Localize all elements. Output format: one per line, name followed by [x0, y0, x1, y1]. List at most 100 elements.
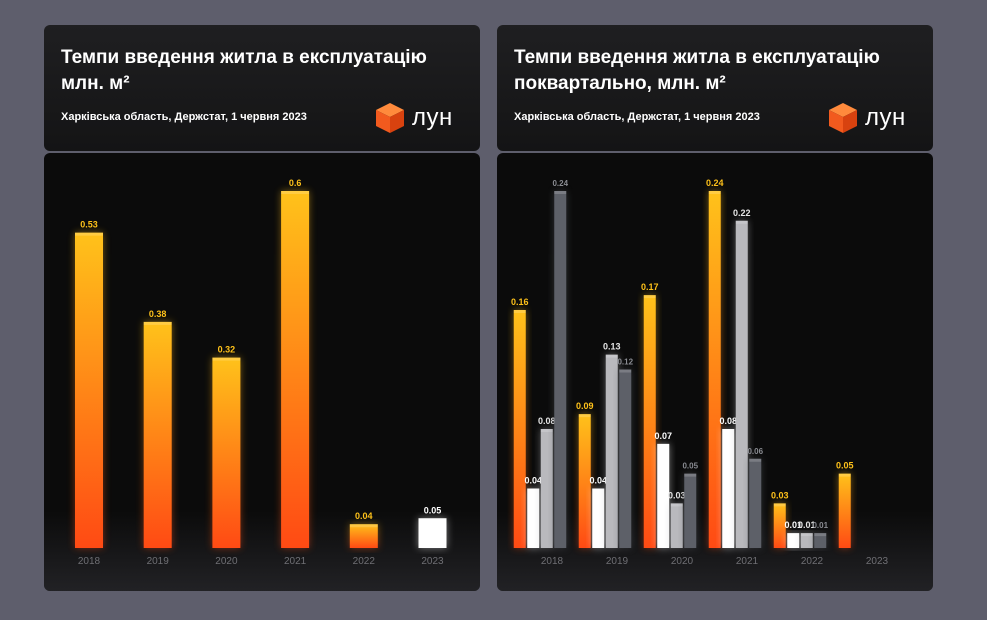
left-2019-bar-group: 0.38 [143, 309, 172, 548]
right-2023-q1-bar-cap [838, 473, 851, 477]
right-2018-q3-bar [540, 429, 553, 548]
right-2020-q1-bar-group: 0.17 [641, 282, 659, 548]
right-2018-q1-bar-group: 0.16 [511, 297, 529, 548]
right-2022-q2-bar-cap [787, 533, 800, 537]
right-2020-q4-bar-cap [684, 473, 697, 477]
right-2021-q3-bar-cap [735, 220, 748, 224]
left-2021-bar-group: 0.6 [281, 178, 310, 548]
right-2018-q3-bar-group: 0.08 [538, 416, 556, 548]
right-2019-q3-value-label: 0.13 [603, 342, 621, 352]
x-tick-label: 2018 [78, 556, 101, 567]
right-2019-q3-bar-cap [605, 354, 618, 358]
left-2022-bar [349, 524, 378, 548]
right-2020-q1-bar-cap [643, 295, 656, 299]
lun-cube-icon [376, 103, 404, 133]
right-2022-q3-bar-group: 0.01 [798, 520, 816, 548]
left-2020-value-label: 0.32 [218, 345, 236, 355]
x-tick-label: 2023 [421, 556, 444, 567]
x-tick-label: 2018 [541, 556, 564, 567]
right-2022-q4-bar-cap [814, 533, 827, 537]
right-2018-q2-value-label: 0.04 [524, 476, 542, 486]
left-2023-bar [418, 518, 447, 548]
right-2023-q1-bar [838, 473, 851, 548]
x-tick-label: 2020 [215, 556, 238, 567]
lun-logo-text: лун [412, 104, 453, 131]
right-chart-body: 0.16 0.04 0.08 0.24 0.09 0.04 0.13 0.12 0.17 0.07… [497, 153, 933, 591]
right-2019-q3-bar [605, 354, 618, 548]
right-2022-q3-bar-cap [800, 533, 813, 537]
left-2021-value-label: 0.6 [289, 178, 302, 188]
right-2022-q1-bar [773, 503, 786, 548]
left-chart-title: Темпи введення житла в експлуатацію млн.… [61, 47, 427, 94]
right-2022-q4-bar [814, 533, 827, 548]
right-2018-q4-value-label: 0.24 [552, 179, 568, 188]
right-2022-q1-bar-cap [773, 503, 786, 507]
right-2020-q3-value-label: 0.03 [668, 490, 686, 500]
left-chart-subtitle: Харківська область, Держстат, 1 червня 2… [61, 111, 307, 123]
left-chart-panel: Темпи введення житла в експлуатацію млн.… [44, 25, 480, 591]
left-2020-bar-group: 0.32 [212, 345, 241, 548]
right-2019-q2-value-label: 0.04 [589, 476, 607, 486]
left-2018-bar-group: 0.53 [75, 220, 103, 548]
right-chart-panel: Темпи введення житла в експлуатацію покв… [497, 25, 933, 591]
right-2022-q4-value-label: 0.01 [812, 521, 828, 530]
right-2020-q3-bar-cap [670, 503, 683, 507]
left-2023-bar-group: 0.05 [418, 505, 447, 548]
right-2021-q3-bar [735, 220, 748, 548]
left-2022-bar-group: 0.04 [349, 511, 378, 548]
right-2020-q2-bar [657, 443, 670, 548]
left-2019-bar [143, 321, 172, 548]
right-2020-q4-bar [684, 473, 697, 548]
right-chart-subtitle: Харківська область, Держстат, 1 червня 2… [514, 111, 760, 123]
right-2022-q4-bar-group: 0.01 [812, 521, 829, 548]
left-2022-value-label: 0.04 [355, 511, 373, 521]
x-tick-label: 2020 [671, 556, 694, 567]
right-chart-header: Темпи введення житла в експлуатацію покв… [497, 25, 933, 151]
right-2022-q1-value-label: 0.03 [771, 490, 789, 500]
right-2019-q2-bar-group: 0.04 [589, 476, 607, 548]
right-2020-q1-bar [643, 295, 656, 548]
right-2021-q1-value-label: 0.24 [706, 178, 724, 188]
left-2021-bar [281, 191, 310, 548]
right-2020-q2-bar-group: 0.07 [654, 431, 672, 548]
left-2022-bar-cap [349, 524, 378, 528]
right-chart-title: Темпи введення житла в експлуатацію покв… [514, 47, 880, 94]
right-2018-q4-bar-cap [554, 191, 567, 194]
right-2019-q3-bar-group: 0.13 [603, 342, 621, 548]
right-bar-chart: 0.16 0.04 0.08 0.24 0.09 0.04 0.13 0.12 0.17 0.07… [511, 178, 889, 567]
right-2020-q4-bar-group: 0.05 [682, 462, 699, 548]
x-tick-label: 2021 [736, 556, 759, 567]
right-2022-q3-value-label: 0.01 [798, 520, 816, 530]
right-2019-q4-bar [619, 369, 632, 548]
right-2018-q4-bar [554, 191, 567, 548]
left-2019-value-label: 0.38 [149, 309, 167, 319]
right-2018-q3-value-label: 0.08 [538, 416, 556, 426]
x-tick-label: 2022 [801, 556, 824, 567]
x-tick-label: 2023 [866, 556, 889, 567]
lun-cube-icon [829, 103, 857, 133]
x-tick-label: 2022 [353, 556, 376, 567]
right-2019-q1-value-label: 0.09 [576, 401, 594, 411]
right-2018-q2-bar [527, 488, 540, 548]
right-2019-q2-bar-cap [592, 488, 605, 492]
right-2021-q1-bar-group: 0.24 [706, 178, 724, 548]
left-chart-body: 0.53 0.38 0.32 0.6 0.04 0.05 2018 2019 2020 2021 2… [44, 153, 480, 591]
left-2018-bar [75, 232, 103, 548]
right-2021-q1-bar [708, 191, 721, 548]
right-2019-q4-value-label: 0.12 [617, 358, 633, 367]
right-2020-q1-value-label: 0.17 [641, 282, 659, 292]
right-2019-q2-bar [592, 488, 605, 548]
right-2018-q2-bar-cap [527, 488, 540, 492]
right-2022-q3-bar [800, 533, 813, 548]
left-bar-chart: 0.53 0.38 0.32 0.6 0.04 0.05 2018 2019 2020 2021 2… [75, 178, 447, 567]
right-2021-q4-bar-cap [749, 458, 762, 462]
left-2018-bar-cap [75, 232, 103, 236]
left-2023-bar-cap [418, 518, 447, 522]
right-2019-q1-bar-group: 0.09 [576, 401, 594, 548]
right-2022-q2-bar-group: 0.01 [784, 520, 802, 548]
left-2020-bar [212, 357, 241, 548]
right-2021-q2-bar [722, 429, 735, 548]
right-2022-q1-bar-group: 0.03 [771, 490, 789, 548]
left-2019-bar-cap [143, 321, 172, 325]
right-2021-q2-value-label: 0.08 [719, 416, 737, 426]
